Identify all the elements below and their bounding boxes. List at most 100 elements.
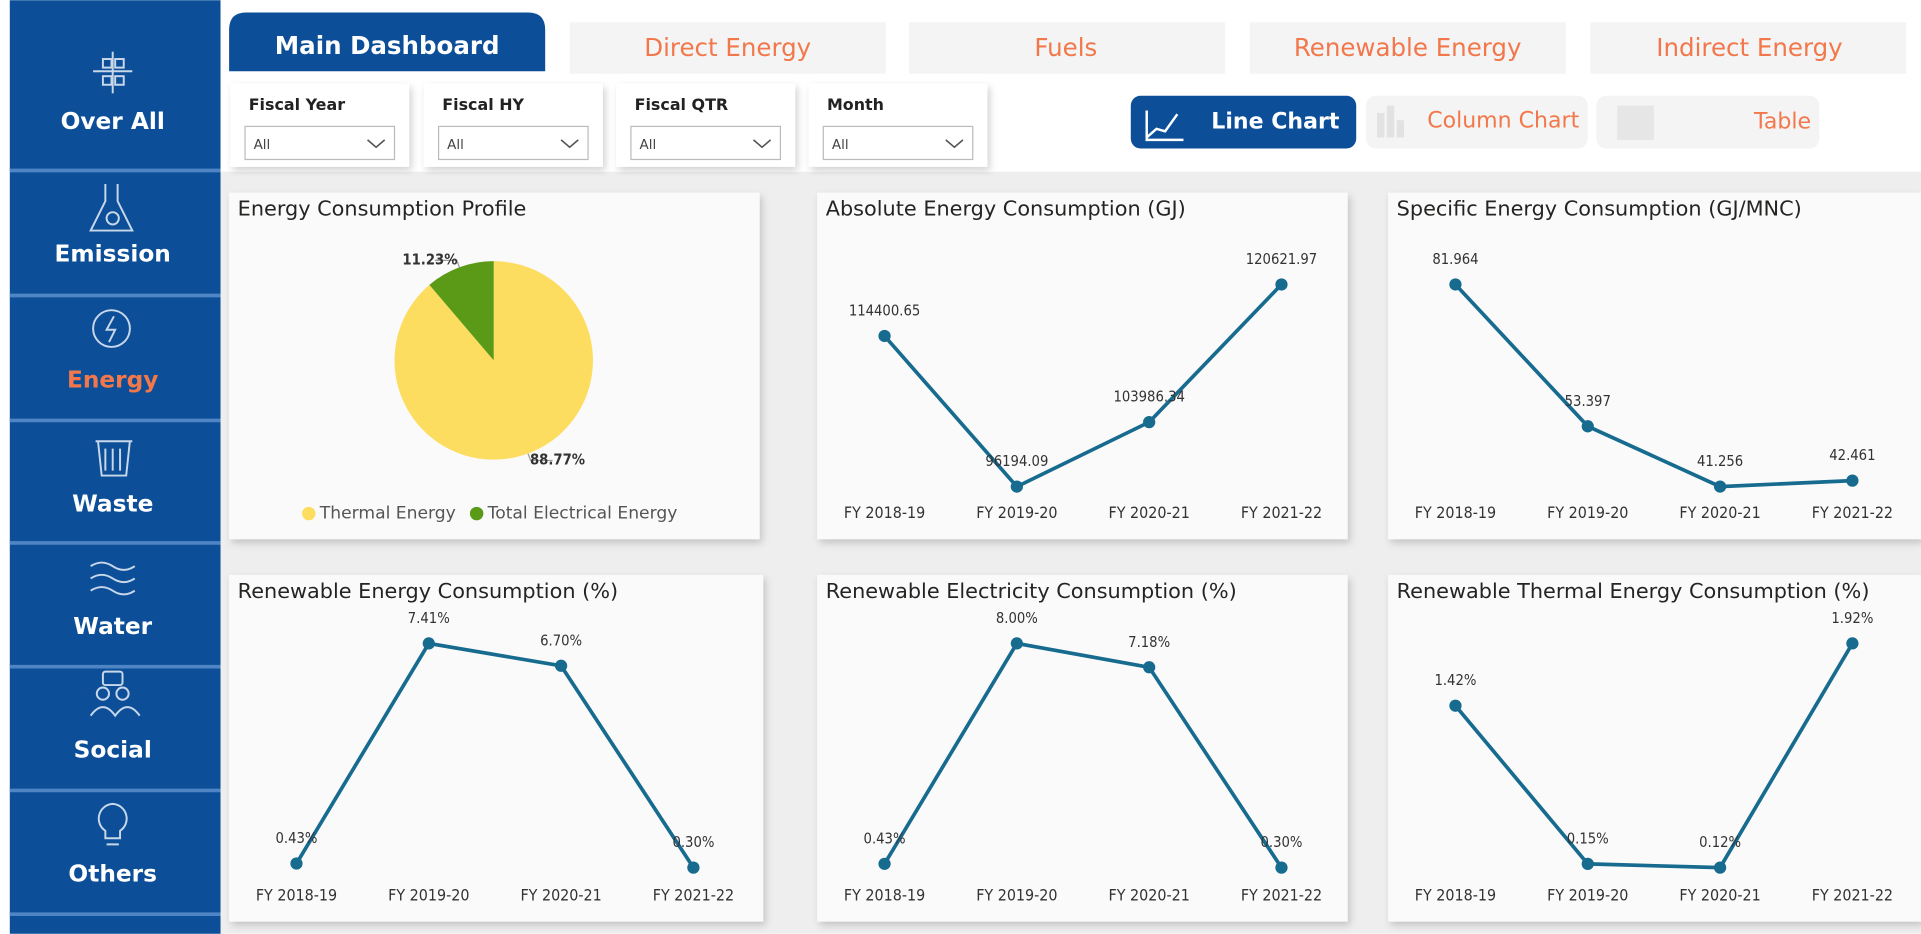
nav-item[interactable]: Water xyxy=(73,613,152,640)
x-tick-label: FY 2020-21 xyxy=(520,885,601,904)
dropdown-arrow xyxy=(752,139,772,149)
tab-label: Main Dashboard xyxy=(275,31,500,60)
nav-item[interactable]: Emission xyxy=(55,241,171,268)
filter-value: All xyxy=(447,137,464,153)
x-tick-label: FY 2018-19 xyxy=(1415,885,1496,904)
sidebar-icons xyxy=(89,51,141,846)
filter-dropdown[interactable] xyxy=(437,125,589,161)
nav-item[interactable]: Social xyxy=(74,737,152,764)
point xyxy=(290,857,303,870)
tab[interactable] xyxy=(1249,22,1566,74)
dropdown-arrow xyxy=(945,139,964,149)
data-label: 7.18% xyxy=(1128,634,1170,651)
filter-dropdown[interactable] xyxy=(630,125,782,161)
point xyxy=(1846,474,1859,487)
legend-swatch xyxy=(301,506,316,521)
chart-title: Renewable Thermal Energy Consumption (%) xyxy=(1397,579,1870,603)
line xyxy=(882,641,1284,869)
x-tick-label: FY 2018-19 xyxy=(844,885,925,904)
x-tick-label: FY 2019-20 xyxy=(388,885,469,904)
filter-label: Fiscal QTR xyxy=(635,95,729,114)
tab[interactable] xyxy=(909,22,1226,74)
point xyxy=(1581,420,1594,433)
sidebar-separators xyxy=(9,168,221,917)
tab[interactable] xyxy=(1590,22,1907,74)
button-label: Table xyxy=(1753,110,1811,135)
point xyxy=(1846,637,1859,650)
point xyxy=(878,329,891,343)
x-tick-label: FY 2020-21 xyxy=(1679,885,1760,904)
x-tick-label: FY 2018-19 xyxy=(256,885,337,904)
x-tick-label: FY 2021-22 xyxy=(1241,503,1322,522)
data-label: 0.12% xyxy=(1699,834,1741,851)
filter-label: Fiscal Year xyxy=(249,95,346,114)
tab[interactable] xyxy=(569,22,886,74)
nav-item[interactable]: Over All xyxy=(61,108,165,135)
column-icon xyxy=(1377,105,1404,138)
button-active[interactable] xyxy=(1130,95,1357,149)
button[interactable] xyxy=(1366,95,1588,149)
data-label: 1.42% xyxy=(1434,672,1476,689)
x-tick-label: FY 2021-22 xyxy=(1241,885,1322,904)
data-label: 7.41% xyxy=(408,610,450,627)
data-label: 88.77% xyxy=(530,451,585,468)
x-tick-label: FY 2019-20 xyxy=(976,503,1057,522)
leader-line xyxy=(527,453,553,462)
chart-title: Energy Consumption Profile xyxy=(238,197,527,221)
x-tick-label: FY 2020-21 xyxy=(1109,885,1190,904)
pie-slice xyxy=(429,261,494,361)
data-label: 1.92% xyxy=(1831,610,1873,627)
pie-slice xyxy=(394,261,593,460)
filter-label: Fiscal HY xyxy=(442,95,524,114)
charts: Energy Consumption Profile 88.77% 11.23% Th… xyxy=(229,192,1921,922)
chart-title: Renewable Energy Consumption (%) xyxy=(238,579,618,603)
x-tick-label: FY 2019-20 xyxy=(976,885,1057,904)
nav-item[interactable]: Waste xyxy=(72,490,153,517)
nav-item-active[interactable]: Energy xyxy=(67,367,159,394)
table-icon xyxy=(1617,105,1654,140)
sidebar-background xyxy=(9,0,221,934)
point xyxy=(1449,278,1462,291)
x-tick-label: FY 2020-21 xyxy=(1679,503,1760,522)
filter-dropdown[interactable] xyxy=(244,125,396,161)
x-tick-label: FY 2021-22 xyxy=(1812,503,1893,522)
point xyxy=(1581,857,1594,871)
tab-active[interactable] xyxy=(229,12,546,72)
filter-dropdown[interactable] xyxy=(822,125,974,161)
x-tick-label: FY 2018-19 xyxy=(1415,503,1496,522)
chart-card xyxy=(817,574,1348,922)
legend-label: Total Electrical Energy xyxy=(487,504,678,524)
data-label: 120621.97 xyxy=(1246,251,1317,268)
nav-item[interactable]: Others xyxy=(68,860,157,887)
point xyxy=(878,857,891,870)
point xyxy=(1275,278,1288,291)
line xyxy=(1454,283,1853,489)
x-tick-label: FY 2019-20 xyxy=(1547,503,1628,522)
x-tick-label: FY 2018-19 xyxy=(844,503,925,522)
line xyxy=(294,641,695,869)
data-label: 103986.34 xyxy=(1113,389,1184,406)
chart-card xyxy=(229,574,764,922)
point xyxy=(1143,415,1156,429)
chart-card xyxy=(1388,192,1921,540)
data-label: 0.43% xyxy=(275,830,317,847)
point xyxy=(422,637,435,650)
legend-label: Thermal Energy xyxy=(319,504,456,524)
x-tick-label: FY 2020-21 xyxy=(1109,503,1190,522)
leader-line xyxy=(434,259,461,268)
chart-title: Absolute Energy Consumption (GJ) xyxy=(826,197,1186,221)
point xyxy=(1713,861,1727,874)
tabs: Main Dashboard Direct Energy Fuels Renew… xyxy=(229,12,1907,74)
tab-label: Renewable Energy xyxy=(1294,33,1522,62)
chart-card xyxy=(817,192,1348,540)
point xyxy=(687,861,700,874)
data-label: 81.964 xyxy=(1432,251,1478,268)
filter-value: All xyxy=(832,137,849,153)
point xyxy=(1275,861,1288,874)
filter-value: All xyxy=(254,137,271,153)
point xyxy=(1010,637,1023,650)
data-label: 0.43% xyxy=(864,830,906,847)
x-tick-label: FY 2021-22 xyxy=(653,885,734,904)
